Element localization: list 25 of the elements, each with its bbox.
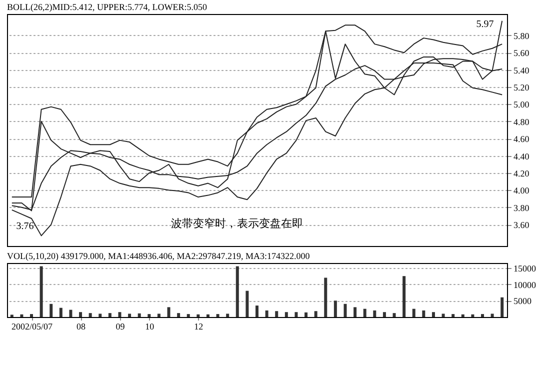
x-tick-label: 12 <box>194 322 204 332</box>
y-tick-label: 15000 <box>514 263 536 274</box>
y-tick-label: 5.20 <box>514 82 530 93</box>
y-tick-label: 10000 <box>514 280 536 290</box>
y-tick-label: 4.20 <box>514 168 530 178</box>
y-tick-label: 5.00 <box>514 100 530 110</box>
y-tick-label: 4.40 <box>514 151 530 162</box>
y-tick-label: 5.40 <box>514 65 530 76</box>
y-tick-label: 3.60 <box>514 220 530 230</box>
x-tick-label: 10 <box>145 322 155 332</box>
y-tick-label: 5.60 <box>514 48 530 58</box>
x-tick-label: 08 <box>76 322 86 332</box>
y-tick-label: 5000 <box>514 296 532 306</box>
annotation: 3.76 <box>16 221 34 232</box>
y-tick-label: 4.80 <box>514 116 530 127</box>
y-tick-label: 3.80 <box>514 202 530 213</box>
y-tick-label: 4.60 <box>514 134 530 144</box>
x-tick-label: 2002/05/07 <box>12 322 54 332</box>
y-tick-label: 5.80 <box>514 30 530 41</box>
annotation: 波带变窄时，表示变盘在即 <box>171 217 303 230</box>
chart-title: VOL(5,10,20) 439179.000, MA1:448936.406, MA2:297847.219, MA3:174322.000 <box>7 251 310 261</box>
y-tick-label: 4.00 <box>514 186 530 196</box>
annotation: 5.97 <box>476 19 494 30</box>
x-tick-label: 09 <box>116 322 126 332</box>
chart-title: BOLL(26,2)MID:5.412, UPPER:5.774, LOWER:5.050 <box>7 2 208 12</box>
